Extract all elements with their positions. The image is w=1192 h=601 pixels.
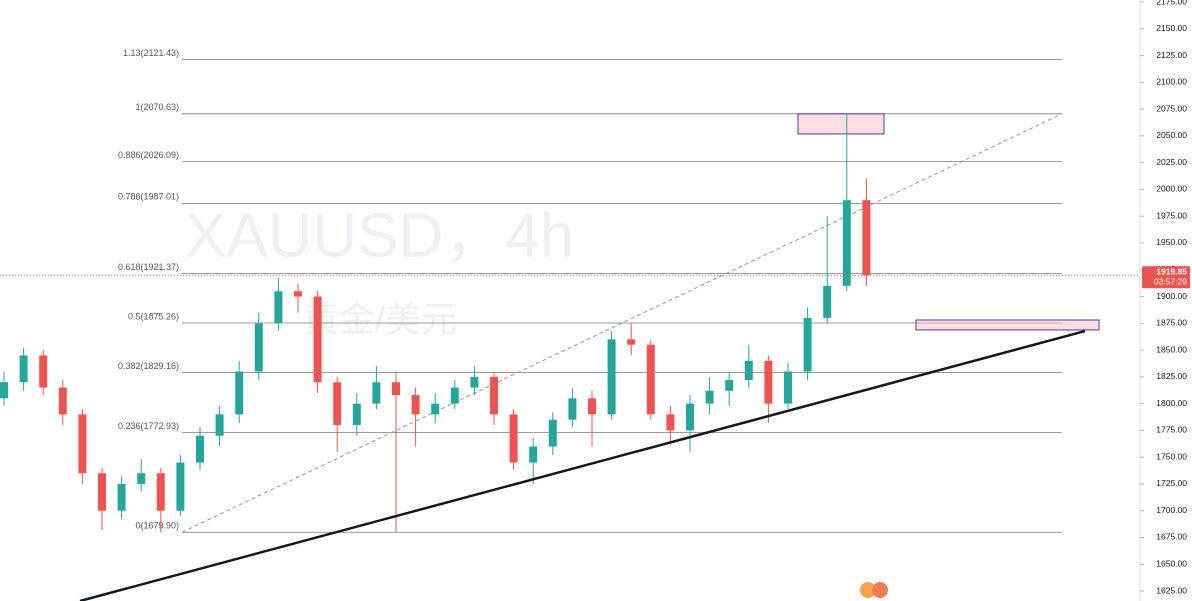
fib-label: 0.786(1987.01) [118, 192, 179, 202]
event-icon [860, 582, 876, 598]
y-tick-label: 1650.00 [1156, 559, 1187, 569]
candle-body [58, 387, 67, 415]
event-icon [872, 582, 888, 598]
y-tick-label: 1675.00 [1156, 532, 1187, 542]
candle-body [627, 339, 636, 345]
candle-body [372, 382, 381, 404]
candle-body [646, 344, 655, 415]
candle-body [137, 473, 146, 484]
candle-body [744, 360, 753, 381]
candle-body [490, 376, 498, 415]
y-tick-label: 1750.00 [1156, 451, 1187, 461]
fib-label: 0.5(1875.26) [128, 311, 179, 321]
y-tick-label: 2075.00 [1156, 103, 1187, 113]
candle-body [588, 398, 596, 415]
candle-body [98, 473, 106, 511]
candle-body [313, 296, 322, 383]
fib-label: 0(1679.90) [135, 521, 179, 531]
candle-body [235, 371, 244, 415]
fib-label: 1.13(2121.43) [123, 48, 179, 58]
candle-body [431, 403, 440, 415]
y-tick-label: 1800.00 [1156, 398, 1187, 408]
fib-label: 1(2070.63) [135, 102, 179, 112]
fib-label: 0.382(1829.16) [118, 361, 179, 371]
fib-label: 0.886(2026.09) [118, 150, 179, 160]
candle-body [215, 414, 224, 436]
candle-body [666, 414, 675, 431]
y-tick-label: 1850.00 [1156, 344, 1187, 354]
candle-body [274, 291, 283, 324]
y-tick-label: 2150.00 [1156, 23, 1187, 33]
candle-body [686, 403, 694, 431]
candle-body [509, 414, 518, 463]
candle-body [803, 317, 812, 372]
candle-body [764, 360, 773, 404]
y-tick-label: 2175.00 [1156, 0, 1187, 6]
candle-body [78, 414, 87, 474]
candle-body [294, 291, 302, 297]
candle-body [607, 339, 616, 415]
candle-body [529, 446, 538, 463]
y-tick-label: 1975.00 [1156, 210, 1187, 220]
candle-body [411, 395, 420, 415]
y-tick-label: 2050.00 [1156, 130, 1187, 140]
y-tick-label: 1700.00 [1156, 505, 1187, 515]
y-tick-label: 2025.00 [1156, 157, 1187, 167]
candle-body [784, 371, 792, 404]
candle-body [156, 473, 165, 511]
candle-body [548, 419, 557, 447]
candle-body [842, 200, 851, 286]
candle-body [333, 382, 342, 426]
candle-body [196, 435, 204, 463]
y-tick-label: 2100.00 [1156, 77, 1187, 87]
candle-body [0, 382, 8, 399]
fib-label: 0.618(1921.37) [118, 262, 179, 272]
candle-body [117, 483, 126, 511]
y-tick-label: 2125.00 [1156, 50, 1187, 60]
candle-body [725, 380, 734, 391]
countdown-label: 03:57:29 [1154, 277, 1187, 287]
price-tag [1142, 266, 1190, 289]
y-tick-label: 1950.00 [1156, 237, 1187, 247]
y-tick-label: 1875.00 [1156, 318, 1187, 328]
candle-body [823, 285, 832, 318]
candle-body [352, 403, 361, 426]
last-price-label: 1919.85 [1156, 267, 1187, 277]
candle-body [568, 398, 577, 420]
candle-body [862, 200, 871, 276]
candle-body [176, 462, 185, 511]
candle-body [19, 355, 28, 383]
watermark: XAUUSD，4h [185, 201, 574, 270]
candle-body [39, 355, 48, 388]
candle-body [470, 376, 479, 388]
zone [797, 113, 885, 135]
fib-diagonal [181, 113, 1063, 533]
trendline [79, 329, 1086, 601]
y-tick-label: 1775.00 [1156, 425, 1187, 435]
fib-label: 0.236(1772.93) [118, 421, 179, 431]
watermark-subtitle: 黄金/美元 [303, 299, 457, 340]
y-tick-label: 2000.00 [1156, 184, 1187, 194]
candle-body [705, 390, 714, 404]
zone [915, 319, 1100, 331]
y-tick-label: 1725.00 [1156, 478, 1187, 488]
y-tick-label: 1825.00 [1156, 371, 1187, 381]
candle-body [392, 382, 400, 396]
y-tick-label: 1625.00 [1156, 585, 1187, 595]
candle-body [254, 323, 263, 372]
candle-body [450, 387, 459, 404]
y-tick-label: 1900.00 [1156, 291, 1187, 301]
